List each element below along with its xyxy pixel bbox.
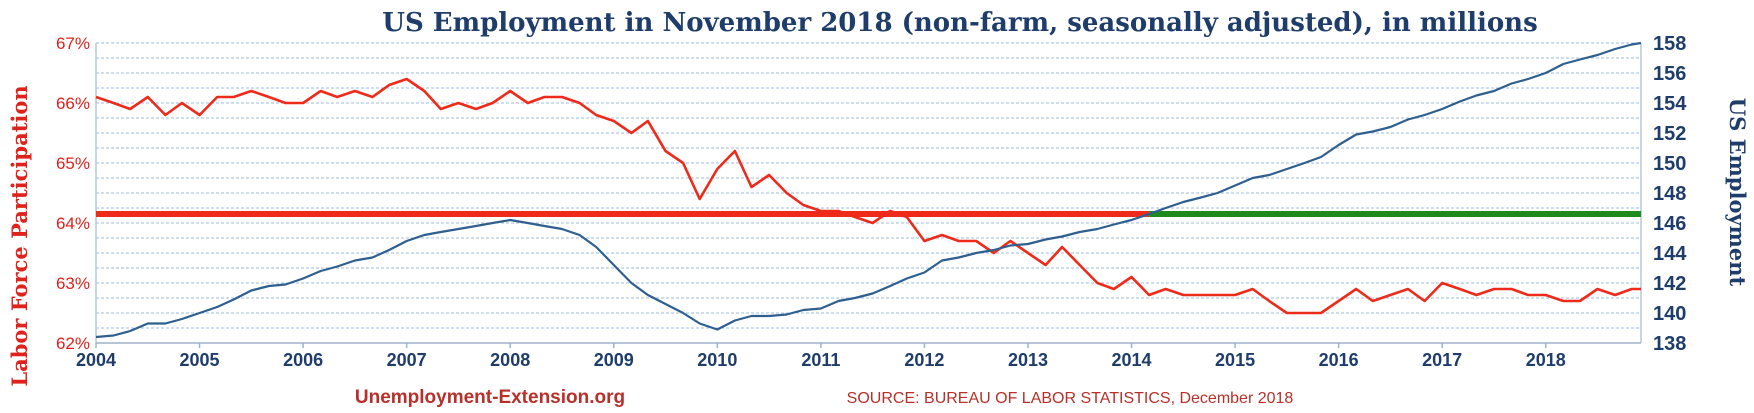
y-left-axis-label: Labor Force Participation bbox=[7, 85, 32, 386]
y-left-tick-label: 66% bbox=[56, 94, 90, 113]
y-right-tick-label: 150 bbox=[1653, 153, 1686, 175]
grid bbox=[96, 42, 1641, 344]
y-right-tick-label: 144 bbox=[1653, 243, 1687, 265]
y-left-tick-label: 64% bbox=[56, 214, 90, 233]
y-right-tick-label: 152 bbox=[1653, 123, 1686, 145]
footer-source: SOURCE: BUREAU OF LABOR STATISTICS, Dece… bbox=[847, 390, 1294, 407]
series-lines bbox=[95, 41, 1642, 339]
x-tick-label: 2005 bbox=[180, 350, 220, 370]
x-tick-label: 2004 bbox=[76, 350, 116, 370]
x-tick-label: 2009 bbox=[594, 350, 634, 370]
x-tick-label: 2016 bbox=[1319, 350, 1359, 370]
x-tick-label: 2007 bbox=[387, 350, 427, 370]
x-tick-label: 2017 bbox=[1422, 350, 1462, 370]
series-line-participation bbox=[95, 77, 1641, 315]
x-tick-label: 2011 bbox=[801, 350, 840, 370]
y-right-tick-label: 146 bbox=[1653, 213, 1686, 235]
y-right-tick-label: 140 bbox=[1653, 303, 1686, 325]
y-right-tick-label: 138 bbox=[1653, 333, 1686, 355]
y-right-tick-label: 142 bbox=[1653, 273, 1686, 295]
x-tick-label: 2015 bbox=[1215, 350, 1255, 370]
y-right-tick-label: 158 bbox=[1653, 33, 1686, 55]
x-tick-label: 2013 bbox=[1008, 350, 1048, 370]
y-right-tick-label: 148 bbox=[1653, 183, 1686, 205]
axes bbox=[95, 43, 1642, 348]
series-line-employment bbox=[95, 41, 1642, 339]
x-tick-label: 2008 bbox=[490, 350, 530, 370]
x-tick-label: 2014 bbox=[1111, 350, 1151, 370]
footer-brand: Unemployment-Extension.org bbox=[355, 387, 625, 408]
x-tick-label: 2010 bbox=[697, 350, 737, 370]
x-tick-label: 2018 bbox=[1526, 350, 1566, 370]
x-tick-label: 2006 bbox=[283, 350, 323, 370]
y-right-tick-label: 154 bbox=[1653, 93, 1687, 115]
y-left-tick-label: 62% bbox=[56, 334, 90, 353]
y-right-axis-label: US Employment bbox=[1725, 98, 1750, 287]
tick-labels: 62% 63% 64% 65% 66% 67% 138 140 142 144 146 148 150 1… bbox=[56, 33, 1687, 370]
y-left-tick-label: 67% bbox=[56, 34, 90, 53]
y-left-tick-label: 65% bbox=[56, 154, 90, 173]
y-right-tick-label: 156 bbox=[1653, 63, 1686, 85]
x-tick-label: 2012 bbox=[904, 350, 944, 370]
chart-title: US Employment in November 2018 (non-farm… bbox=[382, 8, 1537, 38]
y-left-tick-label: 63% bbox=[56, 274, 90, 293]
